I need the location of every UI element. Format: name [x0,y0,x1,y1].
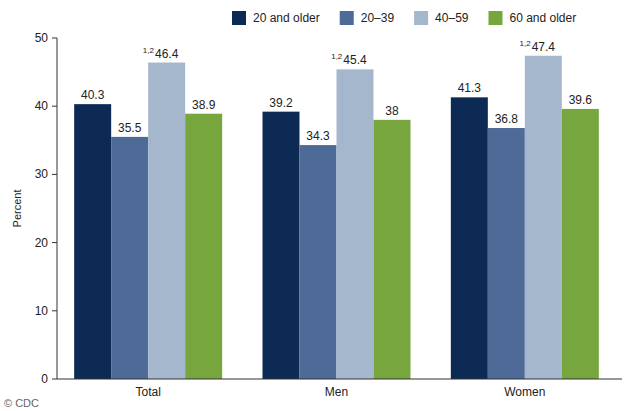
bar [185,114,222,379]
y-tick [52,379,57,380]
legend-swatch [414,11,428,25]
bar [525,56,562,379]
credit-bg [0,395,42,411]
bar [562,109,599,379]
data-label: 38.9 [192,98,216,112]
legend-swatch [232,11,246,25]
credit: © CDC [4,397,39,409]
y-tick-label: 20 [35,236,49,250]
data-label: 38 [385,104,399,118]
data-label: 47.4 [532,40,556,54]
x-tick-label: Total [135,385,160,399]
legend-label: 60 and older [509,11,576,25]
bar [374,120,411,379]
y-tick-label: 10 [35,304,49,318]
footnote-mark: 1,2 [520,39,532,48]
y-tick-label: 30 [35,167,49,181]
bar [451,97,488,379]
bar [148,63,185,379]
bar [263,112,300,379]
data-label: 40.3 [81,88,105,102]
chart: 0 10 20 30 40 50 Percent 40.3 39.2 41.3 35.5 34.3 36… [0,0,634,411]
y-tick-label: 40 [35,99,49,113]
data-label: 39.6 [569,93,593,107]
data-label: 34.3 [306,129,330,143]
data-label: 35.5 [118,121,142,135]
bars [74,56,599,379]
y-tick [52,174,57,175]
x-tick-label: Men [325,385,348,399]
y-axis [57,38,58,379]
bar [488,128,525,379]
data-label: 39.2 [269,96,293,110]
footnote-mark: 1,2 [331,52,343,61]
bar [300,145,337,379]
legend-label: 20 and older [253,11,320,25]
data-label: 36.8 [495,112,519,126]
legend-label: 20–39 [361,11,395,25]
legend-swatch [340,11,354,25]
data-label: 45.4 [343,53,367,67]
y-tick [52,242,57,243]
legend: 20 and older 20–39 40–59 60 and older [232,11,576,25]
x-tick-label: Women [504,385,545,399]
legend-swatch [488,11,502,25]
data-label: 46.4 [155,47,179,61]
y-tick [52,38,57,39]
x-axis [57,379,622,380]
bar [337,69,374,379]
y-tick [52,310,57,311]
y-tick-label: 50 [35,31,49,45]
y-tick [52,106,57,107]
y-tick-label: 0 [41,372,48,386]
data-label: 41.3 [458,81,482,95]
y-axis-label: Percent [11,190,23,228]
bar [111,137,148,379]
bar [74,104,111,379]
legend-label: 40–59 [435,11,469,25]
footnote-mark: 1,2 [143,46,155,55]
